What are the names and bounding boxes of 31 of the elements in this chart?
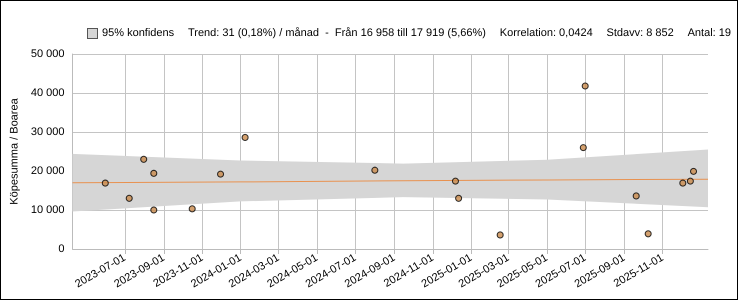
text: Trend: 31 (0,18%) / månad - Från 16 958 till 17 919 (5,66%) (188, 27, 486, 39)
point (496, 231, 504, 238)
text: 95% konfidens (102, 27, 174, 39)
point (690, 168, 698, 175)
point (686, 178, 694, 185)
point (188, 205, 196, 212)
point (644, 230, 652, 238)
y-tick-label: 10 000 (30, 204, 65, 216)
text: Antal: 19 (688, 27, 731, 39)
point (582, 82, 589, 90)
point (455, 194, 462, 202)
y-tick-label: 30 000 (30, 126, 65, 138)
y-tick-label: 40 000 (30, 87, 65, 99)
y-tick-label: 20 000 (30, 165, 65, 177)
point (150, 206, 158, 214)
point (371, 166, 378, 174)
text: Korrelation: 0,0424 (500, 27, 593, 39)
point (126, 194, 133, 202)
point (580, 144, 587, 152)
point (632, 192, 640, 200)
point (217, 170, 224, 178)
text: Stdavv: 8 852 (606, 27, 674, 39)
point (150, 170, 158, 177)
point (140, 156, 148, 163)
y-tick-label: 50 000 (30, 48, 65, 60)
y-tick-label: 0 (58, 243, 65, 255)
point (452, 178, 459, 185)
y-axis-title: Köpesumma / Boarea (8, 97, 20, 205)
point (102, 180, 109, 187)
point (242, 134, 249, 141)
point (679, 180, 686, 187)
